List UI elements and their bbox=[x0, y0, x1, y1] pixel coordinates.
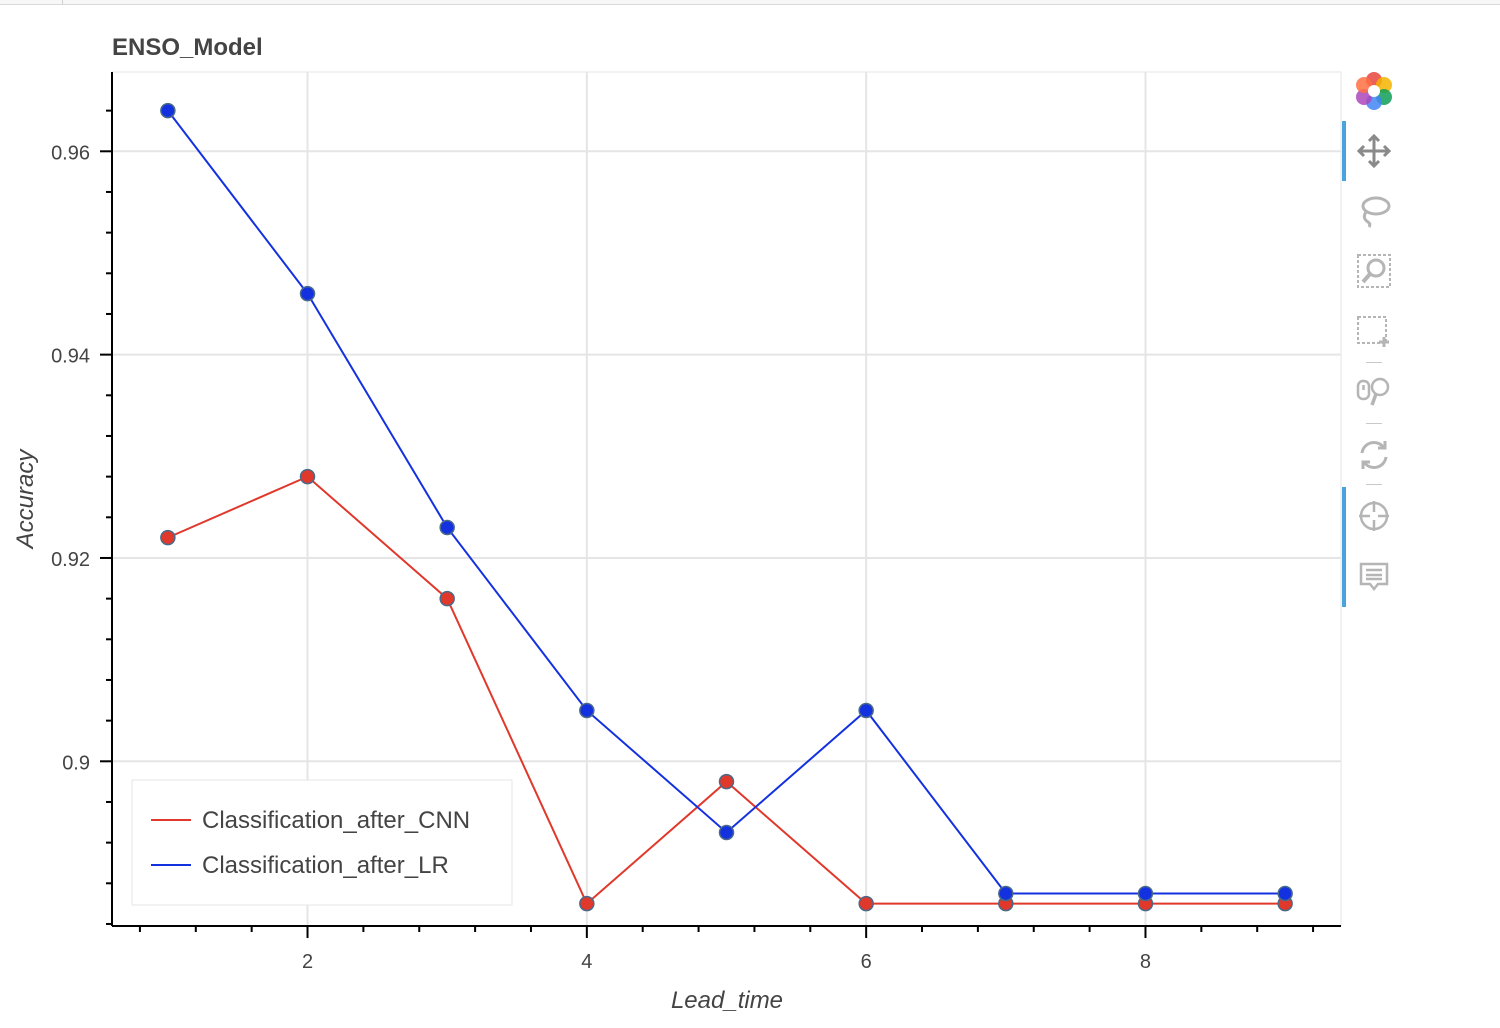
y-tick-label: 0.94 bbox=[51, 346, 90, 368]
data-point-lr[interactable] bbox=[858, 702, 874, 719]
legend-label-lr: Classification_after_LR bbox=[202, 852, 449, 879]
data-point-lr[interactable] bbox=[160, 102, 176, 119]
grid bbox=[112, 72, 1341, 926]
reset-icon[interactable] bbox=[1352, 433, 1396, 477]
y-tick-label: 0.96 bbox=[51, 142, 90, 164]
series-group bbox=[160, 102, 1293, 912]
pan-icon[interactable] bbox=[1352, 129, 1396, 173]
lasso-select-icon[interactable] bbox=[1352, 189, 1396, 233]
inspect-active-indicator bbox=[1342, 487, 1346, 607]
plot-toolbar bbox=[1342, 66, 1406, 626]
line-chart: ENSO_Model 2 4 6 8 0.9 0.92 0.94 0.96 Lead_time… bbox=[12, 34, 1342, 1014]
data-point-lr[interactable] bbox=[1137, 885, 1154, 902]
axes: 2 4 6 8 0.9 0.92 0.94 0.96 bbox=[51, 72, 1341, 973]
y-tick-label: 0.92 bbox=[51, 549, 90, 571]
y-tick-label: 0.9 bbox=[62, 752, 90, 774]
data-point-cnn[interactable] bbox=[858, 895, 874, 912]
data-point-lr[interactable] bbox=[439, 519, 455, 536]
x-axis-label: Lead_time bbox=[671, 987, 783, 1014]
x-tick-label: 2 bbox=[302, 951, 313, 973]
data-point-lr[interactable] bbox=[998, 885, 1014, 902]
x-tick-label: 8 bbox=[1140, 951, 1151, 973]
data-point-lr[interactable] bbox=[718, 824, 735, 841]
data-point-cnn[interactable] bbox=[579, 895, 595, 912]
data-point-cnn[interactable] bbox=[299, 468, 316, 485]
data-point-cnn[interactable] bbox=[439, 590, 455, 607]
wheel-zoom-icon[interactable] bbox=[1352, 369, 1396, 413]
x-tick-label: 6 bbox=[861, 951, 872, 973]
legend-box bbox=[131, 779, 513, 906]
crosshair-icon[interactable] bbox=[1352, 494, 1396, 538]
data-point-cnn[interactable] bbox=[718, 773, 735, 790]
hover-icon[interactable] bbox=[1352, 554, 1396, 598]
data-point-lr[interactable] bbox=[299, 285, 316, 302]
toolbar-separator bbox=[1366, 484, 1382, 485]
pan-active-indicator bbox=[1342, 121, 1346, 181]
legend-label-cnn: Classification_after_CNN bbox=[202, 807, 470, 834]
toolbar-separator bbox=[1366, 423, 1382, 424]
y-axis-label: Accuracy bbox=[12, 448, 39, 551]
box-zoom-icon[interactable] bbox=[1352, 249, 1396, 293]
chart-title: ENSO_Model bbox=[112, 34, 263, 61]
bokeh-logo-icon[interactable] bbox=[1352, 69, 1396, 113]
x-tick-label: 4 bbox=[581, 951, 592, 973]
data-point-lr[interactable] bbox=[579, 702, 595, 719]
top-border bbox=[0, 0, 1500, 5]
box-select-icon[interactable] bbox=[1352, 309, 1396, 353]
data-point-lr[interactable] bbox=[1277, 885, 1293, 902]
legend: Classification_after_CNN Classification_… bbox=[131, 779, 513, 906]
data-point-cnn[interactable] bbox=[160, 529, 176, 546]
toolbar-separator bbox=[1366, 362, 1382, 363]
